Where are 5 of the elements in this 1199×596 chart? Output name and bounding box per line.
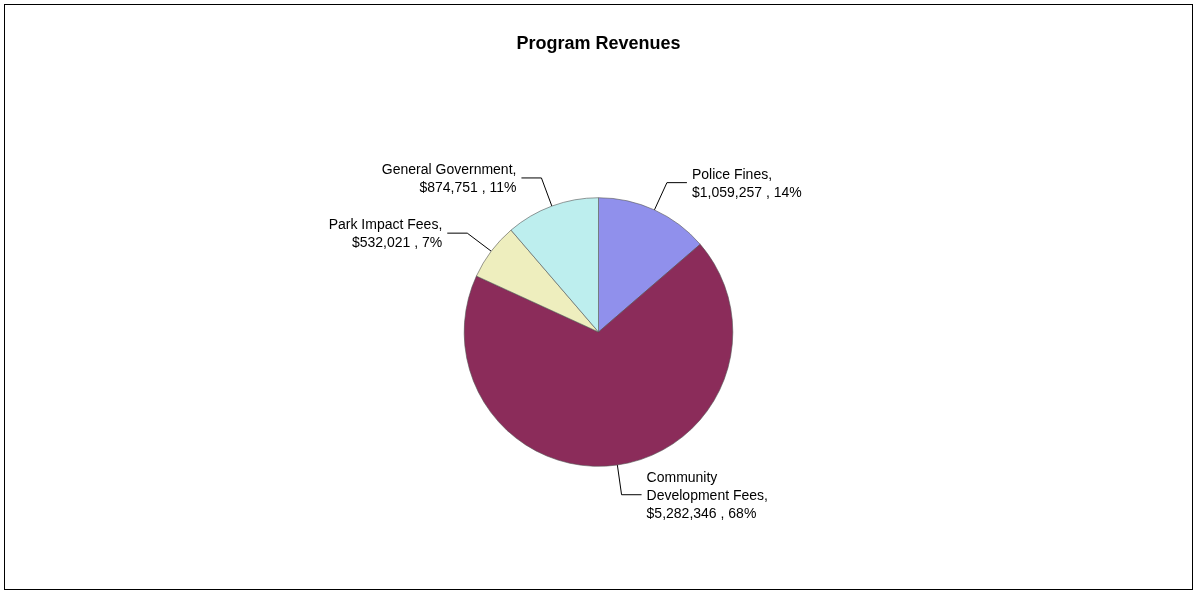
chart-title: Program Revenues bbox=[516, 33, 681, 53]
slice-label: Police Fines, $1,059,257 , 14% bbox=[691, 165, 802, 200]
slice-label: General Government, $874,751 , 11% bbox=[381, 160, 517, 195]
slice-label: Park Impact Fees, $532,021 , 7% bbox=[328, 216, 443, 251]
slice-label: Community Development Fees, $5,282,346 , 68% bbox=[646, 468, 768, 521]
